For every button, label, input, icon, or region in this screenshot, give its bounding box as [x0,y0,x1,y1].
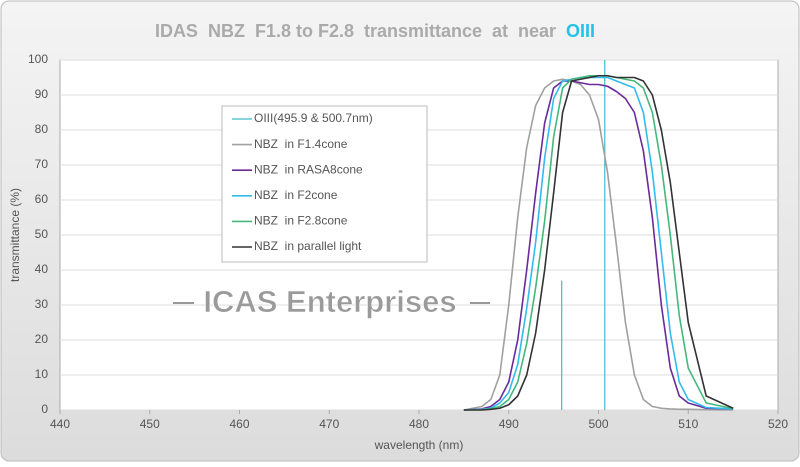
series-line [463,74,734,411]
legend [221,105,428,263]
x-tick-label: 510 [678,417,698,431]
x-tick-label: 500 [588,417,608,431]
y-tick-label: 100 [28,52,48,66]
series-line [463,78,734,411]
series-line [463,80,734,411]
legend-label: NBZ in F2cone [254,188,338,202]
y-tick-label: 80 [35,122,49,136]
x-tick-label: 460 [229,417,249,431]
y-tick-label: 90 [35,87,49,101]
legend-label: OIII(495.9 & 500.7nm) [254,111,373,125]
watermark: ICAS Enterprises [203,284,456,319]
y-tick-label: 40 [35,262,49,276]
chart-title: IDAS NBZ F1.8 to F2.8 transmittance at n… [155,21,595,41]
y-tick-label: 70 [35,157,49,171]
title-highlight: OIII [566,21,595,41]
title-text: IDAS NBZ F1.8 to F2.8 transmittance at n… [155,21,556,41]
legend-label: NBZ in RASA8cone [254,162,363,176]
x-tick-label: 470 [319,417,339,431]
x-axis-label: wavelength (nm) [374,438,464,452]
y-tick-label: 60 [35,192,49,206]
legend-label: NBZ in parallel light [254,239,362,253]
series-line [463,74,734,411]
y-tick-label: 0 [41,402,48,416]
legend-label: NBZ in F1.4cone [254,137,348,151]
y-tick-label: 50 [35,227,49,241]
y-tick-label: 20 [35,332,49,346]
x-tick-label: 440 [50,417,70,431]
x-tick-label: 480 [409,417,429,431]
y-axis-label: transmittance (%) [8,188,22,282]
x-tick-label: 520 [768,417,788,431]
y-tick-label: 30 [35,297,49,311]
legend-label: NBZ in F2.8cone [254,214,348,228]
x-tick-label: 490 [499,417,519,431]
y-tick-label: 10 [35,367,49,381]
x-tick-label: 450 [140,417,160,431]
